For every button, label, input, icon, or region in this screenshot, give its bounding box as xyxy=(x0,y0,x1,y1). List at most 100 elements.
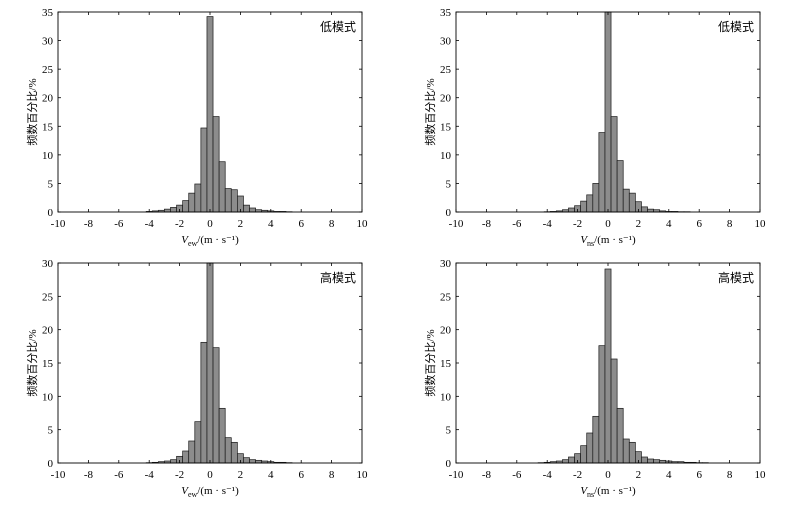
y-tick-label: 0 xyxy=(48,207,54,219)
x-axis-label-unit: /(m · s⁻¹) xyxy=(594,234,636,246)
histogram-bar xyxy=(200,127,208,213)
y-tick-label: 25 xyxy=(42,291,54,303)
mode-label: 低模式 xyxy=(718,20,754,34)
histogram-bar xyxy=(622,188,630,213)
x-tick-label: -8 xyxy=(84,218,94,230)
x-tick-label: 4 xyxy=(268,469,274,481)
y-tick-label: 0 xyxy=(48,458,54,470)
y-tick-label: 20 xyxy=(440,325,452,337)
x-tick-label: -8 xyxy=(482,469,492,481)
y-axis-label: 频数百分比/% xyxy=(25,78,39,145)
x-tick-label: -6 xyxy=(114,218,124,230)
y-tick-label: 25 xyxy=(42,64,54,76)
x-tick-label: -4 xyxy=(543,218,553,230)
x-axis-label-unit: /(m · s⁻¹) xyxy=(197,485,239,497)
y-tick-label: 5 xyxy=(446,425,452,437)
histogram-bars xyxy=(145,262,293,464)
y-tick-label: 20 xyxy=(42,325,54,337)
histogram-bar xyxy=(568,207,575,213)
histogram-bar xyxy=(653,459,661,464)
x-tick-label: 10 xyxy=(755,469,767,481)
x-tick-label: 6 xyxy=(298,218,304,230)
y-tick-label: 10 xyxy=(440,391,452,403)
histogram-bar xyxy=(586,432,594,464)
x-tick-label: -4 xyxy=(543,469,553,481)
x-axis-label-unit: /(m · s⁻¹) xyxy=(594,485,636,497)
histogram-bar xyxy=(628,441,636,464)
histogram-bar xyxy=(206,16,214,213)
x-tick-label: -2 xyxy=(573,469,582,481)
x-tick-label: 2 xyxy=(238,469,244,481)
histogram-bar xyxy=(604,11,612,213)
histogram-bar xyxy=(212,347,220,464)
histogram-bar xyxy=(243,457,250,464)
histogram-bar xyxy=(243,204,250,213)
histogram-bar xyxy=(610,116,618,213)
x-tick-label: -10 xyxy=(449,218,464,230)
histogram-bar xyxy=(592,415,600,464)
histogram-bar xyxy=(598,132,606,213)
x-tick-label: -6 xyxy=(512,218,522,230)
y-tick-label: 15 xyxy=(440,358,452,370)
x-tick-label: 2 xyxy=(238,218,244,230)
y-tick-label: 20 xyxy=(42,93,54,105)
histogram-bar xyxy=(616,160,624,213)
mode-label: 高模式 xyxy=(718,270,754,285)
y-tick-label: 30 xyxy=(42,36,54,48)
y-tick-label: 10 xyxy=(42,150,54,162)
y-tick-label: 30 xyxy=(42,258,54,270)
histogram-bar xyxy=(647,458,654,464)
y-tick-label: 0 xyxy=(446,207,452,219)
x-tick-label: 10 xyxy=(357,218,369,230)
x-axis-label-unit: /(m · s⁻¹) xyxy=(197,234,239,246)
y-tick-label: 5 xyxy=(48,178,54,190)
x-tick-label: -2 xyxy=(175,218,184,230)
x-tick-label: -8 xyxy=(482,218,492,230)
x-tick-label: 2 xyxy=(636,469,642,481)
histogram-bar xyxy=(194,183,202,213)
y-tick-label: 5 xyxy=(48,425,54,437)
histogram-bar xyxy=(200,341,208,464)
x-tick-label: 0 xyxy=(605,469,611,481)
y-tick-label: 30 xyxy=(440,258,452,270)
histogram-bar xyxy=(188,440,196,464)
x-tick-label: 0 xyxy=(207,218,213,230)
histogram-bar xyxy=(194,421,202,464)
histogram-bar xyxy=(604,268,612,464)
x-tick-label: -6 xyxy=(512,469,522,481)
x-axis-label-subscript: ns xyxy=(587,490,594,499)
histogram-bar xyxy=(218,161,226,213)
histogram-bar xyxy=(580,445,588,464)
x-tick-label: 10 xyxy=(357,469,369,481)
y-axis-label: 频数百分比/% xyxy=(25,329,39,396)
histogram-bar xyxy=(628,192,636,213)
histogram-bar xyxy=(568,456,575,464)
histogram-bar xyxy=(586,194,594,213)
histogram-bar xyxy=(641,456,648,464)
x-axis-label: Vns/(m · s⁻¹) xyxy=(580,485,636,499)
x-tick-label: 6 xyxy=(696,218,702,230)
x-axis-label-symbol: V xyxy=(580,234,588,246)
histogram-panel-vns-low-mode: -10 -8 -6 -4 -2 0 2 4 6 8 10 0 5 10 15 20 25 30 35 低模式频数百分比… xyxy=(423,7,766,248)
y-tick-label: 35 xyxy=(42,7,54,19)
x-tick-label: 8 xyxy=(329,469,335,481)
histogram-bar xyxy=(224,188,232,213)
x-tick-label: 0 xyxy=(207,469,213,481)
histogram-bar xyxy=(182,200,190,213)
y-tick-label: 10 xyxy=(42,391,54,403)
x-tick-label: 6 xyxy=(298,469,304,481)
histogram-bar xyxy=(249,207,256,213)
x-axis-label-subscript: ew xyxy=(188,490,198,499)
x-tick-label: 2 xyxy=(636,218,642,230)
x-tick-label: 10 xyxy=(755,218,767,230)
histogram-bar xyxy=(249,459,256,464)
x-tick-label: 0 xyxy=(605,218,611,230)
y-axis-label: 频数百分比/% xyxy=(423,78,437,145)
histogram-bar xyxy=(616,407,624,464)
x-tick-label: 8 xyxy=(329,218,335,230)
x-tick-label: -10 xyxy=(51,218,66,230)
y-tick-label: 5 xyxy=(446,178,452,190)
x-tick-label: 4 xyxy=(666,218,672,230)
y-tick-label: 0 xyxy=(446,458,452,470)
